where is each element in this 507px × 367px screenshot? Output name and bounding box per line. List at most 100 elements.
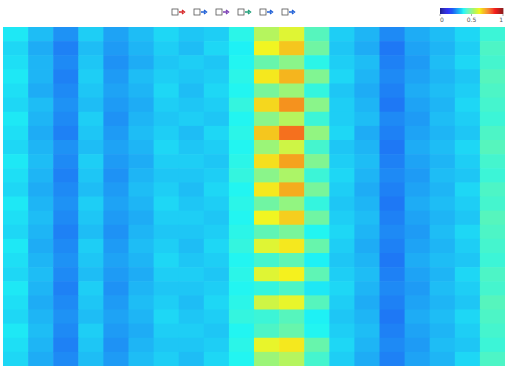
heatmap-cell (3, 182, 29, 197)
heatmap-cell (229, 69, 255, 84)
heatmap-cell (480, 112, 505, 127)
heatmap-cell (229, 295, 255, 310)
heatmap-cell (3, 281, 29, 296)
heatmap-cell (53, 239, 79, 254)
heatmap-cell (279, 324, 305, 339)
heatmap-cell (204, 154, 230, 169)
heatmap-cell (28, 140, 54, 155)
heatmap-cell (430, 140, 456, 155)
heatmap-cell (405, 112, 431, 127)
heatmap-cell (154, 41, 180, 56)
heatmap-cell (329, 84, 355, 99)
heatmap-cell (480, 225, 505, 240)
heatmap-cell (329, 69, 355, 84)
heatmap-cell (154, 324, 180, 339)
heatmap-cell (354, 27, 380, 42)
heatmap-cell (329, 140, 355, 155)
heatmap-cell (455, 352, 481, 366)
legend-box (172, 9, 178, 15)
heatmap-cell (480, 211, 505, 226)
heatmap-cell (279, 55, 305, 70)
heatmap-cell (28, 182, 54, 197)
heatmap-cell (430, 253, 456, 268)
heatmap-cell (204, 267, 230, 282)
heatmap-cell (354, 55, 380, 70)
heatmap-cell (179, 295, 205, 310)
heatmap-cell (329, 225, 355, 240)
heatmap-cell (229, 310, 255, 325)
heatmap-cell (480, 55, 505, 70)
heatmap-cell (329, 338, 355, 353)
heatmap-cell (3, 324, 29, 339)
heatmap-cell (179, 197, 205, 212)
heatmap-cell (480, 295, 505, 310)
heatmap-cell (405, 126, 431, 141)
heatmap-cell (154, 69, 180, 84)
heatmap-cell (354, 295, 380, 310)
colorbar-label: 0 (440, 16, 444, 23)
heatmap-cell (304, 267, 330, 282)
heatmap-cell (154, 267, 180, 282)
heatmap-cell (53, 310, 79, 325)
heatmap-cell (455, 182, 481, 197)
heatmap-cell (129, 253, 155, 268)
heatmap-cell (455, 310, 481, 325)
heatmap-cell (329, 197, 355, 212)
heatmap-cell (103, 338, 129, 353)
heatmap-cell (154, 239, 180, 254)
heatmap-cell (53, 324, 79, 339)
legend-box (238, 9, 244, 15)
heatmap-cell (229, 182, 255, 197)
heatmap-cell (380, 267, 406, 282)
heatmap-cell (28, 338, 54, 353)
heatmap-cell (53, 197, 79, 212)
heatmap-cell (380, 112, 406, 127)
heatmap-cell (53, 41, 79, 56)
heatmap-cell (329, 154, 355, 169)
heatmap-cell (455, 27, 481, 42)
heatmap-cell (329, 98, 355, 113)
heatmap-cell (480, 281, 505, 296)
heatmap-cell (229, 98, 255, 113)
heatmap-cell (455, 41, 481, 56)
heatmap-cell (28, 41, 54, 56)
heatmap-cell (204, 168, 230, 183)
heatmap-cell (179, 154, 205, 169)
heatmap-cell (304, 352, 330, 366)
heatmap-cell (154, 253, 180, 268)
heatmap-cell (204, 41, 230, 56)
heatmap-cell (103, 98, 129, 113)
heatmap-cell (329, 253, 355, 268)
heatmap-cell (354, 338, 380, 353)
heatmap-cell (329, 267, 355, 282)
heatmap-cell (179, 84, 205, 99)
heatmap-cell (480, 126, 505, 141)
heatmap-cell (103, 168, 129, 183)
legend-arrow (289, 10, 295, 14)
heatmap-cell (304, 211, 330, 226)
heatmap-cell (229, 84, 255, 99)
heatmap-cell (254, 295, 280, 310)
heatmap-cell (405, 98, 431, 113)
heatmap-cell (103, 295, 129, 310)
heatmap-cell (103, 140, 129, 155)
heatmap-cell (154, 98, 180, 113)
heatmap-cell (229, 154, 255, 169)
heatmap-cell (3, 41, 29, 56)
heatmap-cell (78, 281, 104, 296)
heatmap-cell (154, 295, 180, 310)
heatmap-cell (304, 310, 330, 325)
heatmap-cell (204, 126, 230, 141)
heatmap-cell (480, 27, 505, 42)
heatmap-cell (204, 281, 230, 296)
heatmap-cell (179, 225, 205, 240)
heatmap-cell (129, 239, 155, 254)
heatmap-cell (279, 69, 305, 84)
heatmap-cell (204, 239, 230, 254)
heatmap-cell (3, 140, 29, 155)
heatmap-cell (405, 281, 431, 296)
heatmap-cell (430, 324, 456, 339)
heatmap-cell (304, 140, 330, 155)
heatmap-cell (430, 41, 456, 56)
heatmap-cell (204, 84, 230, 99)
